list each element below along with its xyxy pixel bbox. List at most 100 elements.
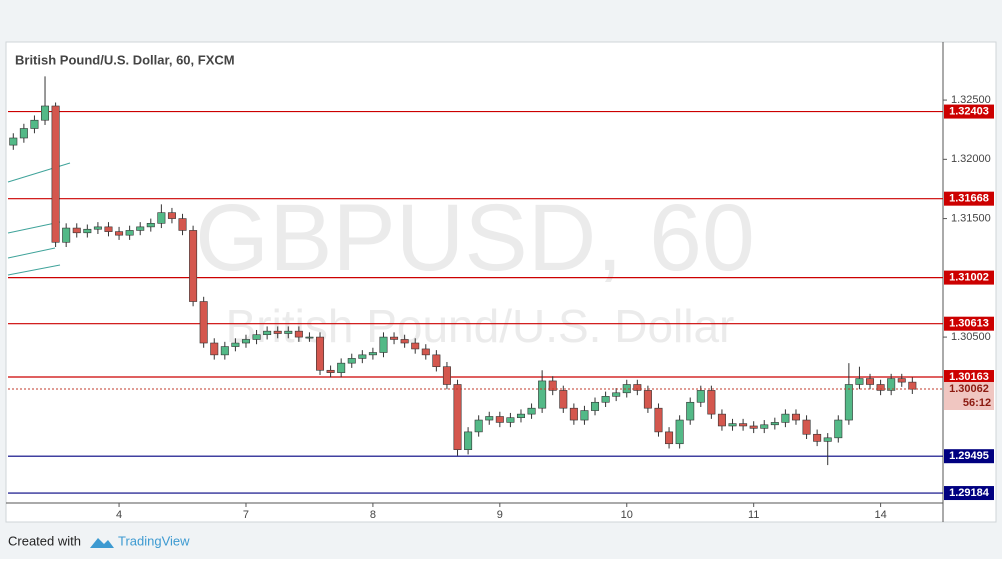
level-label-bg xyxy=(944,316,994,331)
x-tick-label: 7 xyxy=(243,509,249,521)
candle-body xyxy=(157,212,166,224)
candle-body xyxy=(189,230,198,302)
last-price-label: 1.30062 xyxy=(949,383,989,395)
candle-body xyxy=(908,381,917,390)
y-tick-label: 1.32000 xyxy=(951,153,991,165)
candle-body xyxy=(866,378,875,385)
level-label: 1.29495 xyxy=(949,450,989,462)
candle-body xyxy=(760,424,769,429)
level-label-bg xyxy=(944,104,994,119)
candle-body xyxy=(83,228,92,234)
level-label-bg xyxy=(944,370,994,385)
x-tick-label: 11 xyxy=(748,509,759,521)
candle-body xyxy=(728,423,737,427)
candle-body xyxy=(622,384,631,394)
candle-body xyxy=(770,422,779,426)
candle-body xyxy=(855,378,864,385)
candle-body xyxy=(739,423,748,427)
candle-body xyxy=(538,380,547,409)
candle-body xyxy=(347,358,356,364)
candle-body xyxy=(781,413,790,423)
candle-body xyxy=(643,390,652,409)
candle-body xyxy=(9,137,18,146)
candle-body xyxy=(686,401,695,421)
candle-body xyxy=(527,407,536,415)
candle-body xyxy=(252,334,261,340)
candle-body xyxy=(665,431,674,445)
countdown: 56:12 xyxy=(963,397,991,409)
candle-body xyxy=(19,128,28,139)
candle-body xyxy=(442,366,451,385)
candle-body xyxy=(813,433,822,442)
candle-body xyxy=(125,230,134,236)
level-label: 1.29184 xyxy=(949,487,990,499)
candle-body xyxy=(464,431,473,450)
candle-body xyxy=(601,396,610,403)
candle-body xyxy=(633,384,642,391)
candle-body xyxy=(241,339,250,344)
level-label: 1.30163 xyxy=(949,371,989,383)
level-label: 1.30613 xyxy=(949,318,989,330)
candle-body xyxy=(887,378,896,391)
candle-body xyxy=(136,226,145,231)
candle-body xyxy=(791,413,800,421)
candle-body xyxy=(495,416,504,423)
candle-body xyxy=(51,105,60,243)
candle-body xyxy=(876,384,885,391)
chart-frame xyxy=(5,41,997,523)
candle-body xyxy=(337,362,346,373)
candle-body xyxy=(485,416,494,421)
candle-body xyxy=(823,437,832,442)
footer-prefix: Created with xyxy=(8,533,81,548)
x-tick-label: 4 xyxy=(116,509,122,521)
candle-body xyxy=(273,330,282,334)
candle-body xyxy=(146,223,155,228)
candle-body xyxy=(358,354,367,359)
candle-body xyxy=(379,336,388,353)
candle-body xyxy=(305,336,314,339)
candle-body xyxy=(421,348,430,356)
watermark-subtitle: British Pound/U.S. Dollar xyxy=(226,300,735,352)
candle-body xyxy=(802,419,811,435)
candle-body xyxy=(93,226,102,230)
y-tick-label: 1.30500 xyxy=(951,331,991,343)
watermark: GBPUSD, 60 xyxy=(195,185,755,291)
candle-body xyxy=(72,227,81,234)
x-tick-label: 14 xyxy=(874,509,886,521)
candle-body xyxy=(368,352,377,356)
candle-body xyxy=(591,401,600,411)
candle-body xyxy=(707,390,716,415)
candle-body xyxy=(506,417,515,423)
candle-body xyxy=(30,119,39,129)
level-label: 1.31002 xyxy=(949,272,989,284)
candle-body xyxy=(432,354,441,368)
candle-body xyxy=(844,384,853,421)
candle-body xyxy=(210,342,219,356)
candle-body xyxy=(199,301,208,344)
candle-body xyxy=(696,390,705,403)
footer-brand[interactable]: TradingView xyxy=(118,533,190,548)
y-tick-label: 1.32500 xyxy=(951,94,991,106)
candle-body xyxy=(104,226,113,232)
x-tick-label: 9 xyxy=(497,509,503,521)
level-label-bg xyxy=(944,486,994,501)
candle-body xyxy=(41,105,50,121)
last-price-bg xyxy=(944,381,994,410)
candle-body xyxy=(294,330,303,338)
candle-body xyxy=(284,330,293,334)
trendlines xyxy=(7,162,71,276)
candle-body xyxy=(390,336,399,340)
candle-body xyxy=(326,369,335,373)
x-tick-label: 8 xyxy=(370,509,376,521)
candle-body xyxy=(453,384,462,450)
x-tick-label: 10 xyxy=(621,509,633,521)
level-label-bg xyxy=(944,191,994,206)
candle-body xyxy=(675,419,684,445)
candle-body xyxy=(569,407,578,421)
candle-body xyxy=(559,390,568,409)
level-label-bg xyxy=(944,449,994,464)
chart-title: British Pound/U.S. Dollar, 60, FXCM xyxy=(15,52,235,67)
candle-body xyxy=(474,419,483,433)
brand-logo xyxy=(90,538,114,548)
candle-body xyxy=(834,419,843,439)
